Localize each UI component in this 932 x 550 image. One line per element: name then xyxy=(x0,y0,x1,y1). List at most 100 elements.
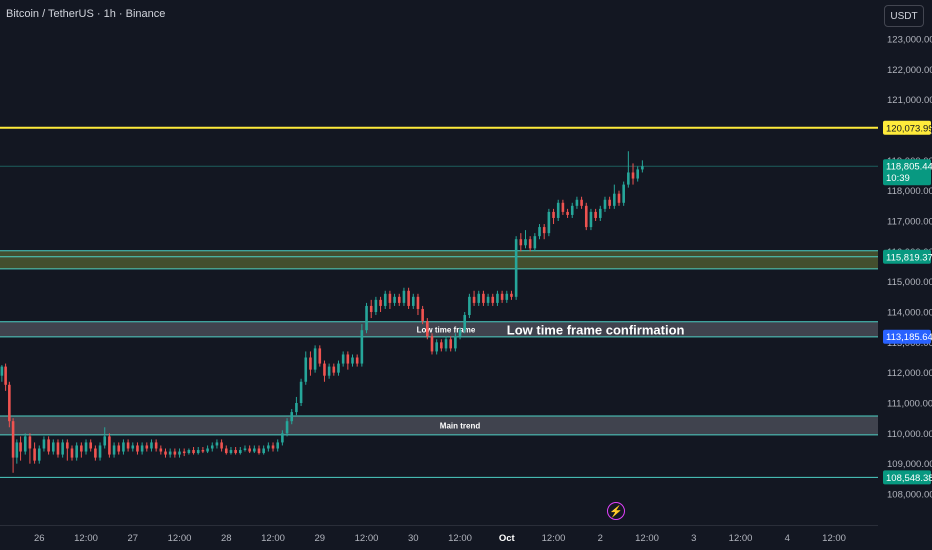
zone-label: Low time frame xyxy=(417,325,476,334)
candle-body xyxy=(196,450,200,454)
candle-body xyxy=(538,227,541,237)
candle-body xyxy=(239,450,242,454)
candle-body xyxy=(594,211,597,218)
x-axis-tick: 12:00 xyxy=(355,533,379,544)
x-axis-tick: 12:00 xyxy=(542,533,566,544)
candle-body xyxy=(19,442,22,452)
candle-body xyxy=(154,442,158,449)
price-tag-background xyxy=(883,470,931,485)
candle-body xyxy=(552,211,555,218)
price-tag-countdown: 10:39 xyxy=(886,173,910,184)
candle-body xyxy=(56,442,60,455)
candle-body xyxy=(140,445,144,452)
y-axis-tick: 118,000.00 xyxy=(887,186,932,197)
candle-body xyxy=(570,205,574,215)
candle-body xyxy=(627,172,630,185)
x-axis-tick: 4 xyxy=(785,533,790,544)
candle-body xyxy=(313,348,317,370)
candle-body xyxy=(486,296,490,303)
candle-body xyxy=(126,442,130,449)
candle-body xyxy=(47,439,50,452)
y-axis-tick: 123,000.00 xyxy=(887,35,932,46)
candle-body xyxy=(463,315,467,331)
candle-body xyxy=(496,293,499,303)
zone-band xyxy=(0,321,878,337)
candle-body xyxy=(295,403,298,413)
candle-body xyxy=(524,239,527,246)
candle-body xyxy=(416,296,420,309)
candle-body xyxy=(482,293,485,303)
price-tag-label: 108,548.38 xyxy=(886,473,932,484)
candle-body xyxy=(491,296,495,303)
x-axis-tick: 12:00 xyxy=(74,533,98,544)
x-axis-tick: 12:00 xyxy=(635,533,659,544)
candle-body xyxy=(402,290,406,303)
candle-body xyxy=(8,384,11,422)
zone-label: Main trend xyxy=(440,421,481,430)
candle-body xyxy=(608,199,611,206)
candle-body xyxy=(23,436,27,452)
candle-body xyxy=(641,166,644,170)
candle-body xyxy=(351,357,354,364)
x-axis-tick: Oct xyxy=(499,533,516,544)
candle-body xyxy=(603,199,607,209)
candle-body xyxy=(229,450,233,454)
price-tag-background xyxy=(883,159,931,186)
candle-body xyxy=(636,169,639,179)
x-axis-tick: 29 xyxy=(314,533,325,544)
candle-body xyxy=(0,366,4,376)
candle-body xyxy=(206,448,209,452)
candle-body xyxy=(290,412,294,422)
candle-body xyxy=(332,366,336,373)
candle-body xyxy=(220,442,223,449)
candle-body xyxy=(505,293,509,300)
candle-body xyxy=(94,448,97,458)
y-axis-tick: 112,000.00 xyxy=(887,368,932,379)
candle-body xyxy=(533,236,537,249)
candle-body xyxy=(510,293,513,297)
candle-body xyxy=(374,299,378,312)
candle-body xyxy=(528,239,532,249)
candle-body xyxy=(458,330,462,337)
y-axis-tick: 122,000.00 xyxy=(887,65,932,76)
candle-body xyxy=(383,293,387,306)
candle-body xyxy=(276,442,280,449)
candle-body xyxy=(178,451,181,455)
y-axis-tick: 109,000.00 xyxy=(887,459,932,470)
x-axis-tick: 30 xyxy=(408,533,419,544)
price-tag: 113,185.64 xyxy=(883,329,932,344)
candle-body xyxy=(337,363,340,373)
candle-body xyxy=(444,339,448,349)
price-tag-label: 118,805.44 xyxy=(886,162,932,173)
candle-body xyxy=(617,193,621,203)
candle-body xyxy=(355,357,359,364)
candle-body xyxy=(430,336,434,352)
candle-body xyxy=(75,445,78,458)
lightning-icon[interactable]: ⚡ xyxy=(607,502,625,520)
currency-button[interactable]: USDT xyxy=(884,5,924,27)
candle-body xyxy=(70,448,74,458)
candle-body xyxy=(253,448,256,452)
candle-body xyxy=(561,202,565,212)
candle-body xyxy=(37,448,41,461)
candle-body xyxy=(477,293,481,303)
candle-body xyxy=(407,290,410,306)
candle-body xyxy=(84,442,88,452)
x-axis-tick: 12:00 xyxy=(261,533,285,544)
annotation-label: Low time frame confirmation xyxy=(507,322,685,337)
y-axis-tick: 115,000.00 xyxy=(887,277,932,288)
candle-body xyxy=(318,348,322,364)
candle-body xyxy=(285,421,289,434)
candle-body xyxy=(173,451,177,455)
candle-body xyxy=(145,445,149,449)
candle-body xyxy=(341,354,345,364)
zone-band xyxy=(0,416,878,435)
candle-body xyxy=(514,239,518,297)
candle-body xyxy=(271,445,275,449)
candle-body xyxy=(243,448,247,451)
candle-body xyxy=(472,296,476,303)
price-tag-background xyxy=(883,249,931,264)
candle-body xyxy=(224,448,228,454)
